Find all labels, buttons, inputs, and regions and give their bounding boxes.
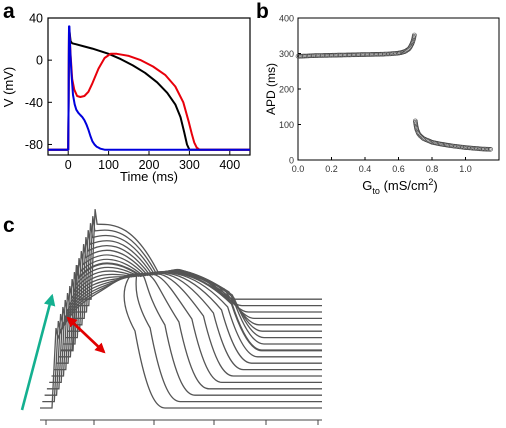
panel-c-chart: [20, 209, 322, 425]
panel-a-xtick-label: 100: [98, 158, 119, 172]
panel-a-ytick-label: 0: [36, 54, 43, 68]
panel-a-ytick-label: -80: [25, 138, 43, 152]
panel-c-trace: [76, 216, 322, 307]
panel-a-xlabel: Time (ms): [120, 169, 178, 184]
panel-b-ylabel: APD (ms): [264, 63, 278, 115]
panel-b-point-lower: [486, 147, 492, 152]
panel-b-ytick-label: 200: [279, 85, 294, 95]
panel-b-xtick-label: 0.6: [392, 164, 405, 174]
panel-c-traces: [40, 209, 322, 409]
panel-b-xtick-label: 0.0: [292, 164, 305, 174]
panel-b-xlabel-sub: to: [372, 186, 380, 196]
panel-a-xtick-label: 300: [179, 158, 200, 172]
panel-a-ytick-label: -40: [25, 96, 43, 110]
panel-a-ytick-label: 40: [29, 12, 43, 26]
panel-b-xlabel: Gto (mS/cm2): [362, 177, 437, 196]
panel-b-xlabel-sup: 2: [428, 177, 433, 187]
panel-b-xlabel-unit: (mS/cm: [384, 178, 429, 193]
panel-b-ytick-label: 300: [279, 49, 294, 59]
panel-c-teal-arrow: [20, 293, 56, 411]
panel-b-point-lower: [420, 135, 425, 141]
panel-a-series-blue: [48, 25, 250, 151]
panel-c-red-arrow: [66, 316, 106, 354]
panel-c-trace: [53, 272, 322, 371]
panel-b-ytick-label: 100: [279, 120, 294, 130]
panel-b-xtick-label: 1.0: [459, 164, 472, 174]
panel-b-xtick-label: 0.4: [359, 164, 372, 174]
panel-a-xtick-label: 400: [219, 158, 240, 172]
panel-c-letter: c: [3, 214, 15, 237]
panel-c-axis-ticks: [45, 420, 319, 425]
panel-b-point-lower: [488, 147, 493, 152]
panel-a-xtick-label: 200: [139, 158, 160, 172]
panel-b-chart: 0.0 0.2 0.4 0.6 0.8 1.0 0 100 200 300 400 APD (ms)…: [264, 14, 500, 196]
panel-b-ticks: 0.0 0.2 0.4 0.6 0.8 1.0 0 100 200 300 400: [279, 14, 472, 175]
panel-b-point-upper: [412, 32, 417, 38]
panel-a-series-red: [48, 29, 250, 151]
panel-b-xtick-label: 0.2: [325, 164, 338, 174]
panel-b-xtick-label: 0.8: [426, 164, 439, 174]
panel-b-point-lower: [485, 146, 491, 152]
panel-c-trace: [56, 270, 322, 364]
panel-b-letter: b: [256, 0, 269, 23]
panel-b-xlabel-main: G: [362, 178, 372, 193]
panel-b-point-upper: [403, 48, 409, 54]
panel-b-ytick-label: 0: [289, 156, 294, 166]
panel-b-points: [295, 32, 493, 152]
panel-a-letter: a: [3, 0, 15, 23]
panel-a-frame: [47, 17, 251, 156]
panel-a-lines: [48, 25, 250, 151]
panel-b-ytick-label: 400: [279, 14, 294, 24]
panel-c-trace: [79, 209, 322, 300]
panel-a-series-black: [48, 29, 250, 151]
panel-a-xtick-label: 0: [65, 158, 72, 172]
panel-a-ylabel: V (mV): [1, 67, 16, 107]
panel-b-frame: [297, 17, 500, 161]
panel-b-xlabel-close: ): [433, 178, 437, 193]
